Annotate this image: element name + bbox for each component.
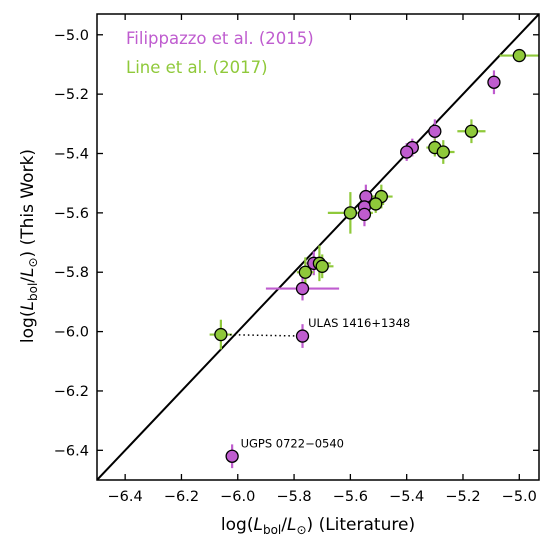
x-tick-label-1: −6.2 — [164, 489, 199, 505]
x-tick-label-0: −6.4 — [108, 489, 143, 505]
x-tick-label-5: −5.4 — [389, 489, 424, 505]
one-to-one-line — [97, 14, 539, 480]
data-point-s1-p8 — [315, 259, 329, 273]
data-point-s1-p5 — [369, 197, 383, 211]
y-tick-label-6: −5.2 — [54, 87, 89, 103]
x-tick-label-4: −5.6 — [333, 489, 368, 505]
data-point-s0-p1 — [428, 124, 442, 138]
data-point-s1-p3 — [436, 145, 450, 159]
x-tick-label-6: −5.2 — [445, 489, 480, 505]
x-tick-label-2: −6.0 — [220, 489, 255, 505]
data-point-s1-p10 — [214, 327, 228, 342]
y-tick-label-1: −6.2 — [54, 384, 89, 400]
data-point-s0-p8 — [295, 281, 310, 296]
data-point-s0-p0 — [487, 75, 501, 89]
data-point-s0-p6 — [357, 207, 372, 222]
data-point-s0-p3 — [400, 145, 414, 159]
data-point-s1-p1 — [464, 124, 479, 138]
data-point-s1-p0 — [512, 48, 526, 63]
annotation-label-0: ULAS 1416+1348 — [308, 316, 410, 330]
y-tick-label-5: −5.4 — [54, 147, 89, 163]
chart-marks: ULAS 1416+1348 UGPS 0722−0540 — [97, 14, 539, 480]
y-axis-label: log(Lbol/L⊙) (This Work) — [18, 149, 40, 343]
y-tick-label-2: −6.0 — [54, 325, 89, 341]
axis-ticks: −6.4 −6.2 −6.0 −5.8 −5.6 −5.4 −5.2 −5.0 −6.4 −6.2… — [54, 14, 539, 505]
x-tick-label-7: −5.0 — [502, 489, 537, 505]
annotation-label-1: UGPS 0722−0540 — [241, 436, 344, 450]
data-point-s1-p9 — [298, 265, 312, 279]
y-tick-label-0: −6.4 — [54, 443, 89, 459]
y-tick-label-4: −5.6 — [54, 206, 89, 222]
plot-frame — [96, 13, 540, 481]
data-point-s1-p6 — [343, 206, 358, 220]
x-tick-label-3: −5.8 — [276, 489, 311, 505]
data-point-s0-p9 — [295, 329, 310, 343]
legend-line: Line et al. (2017) — [126, 58, 268, 77]
y-tick-label-7: −5.0 — [54, 28, 89, 44]
y-tick-label-3: −5.8 — [54, 265, 89, 281]
connector-line-0 — [220, 333, 303, 337]
x-axis-label: log(Lbol/L⊙) (Literature) — [221, 515, 415, 537]
legend-filippazzo: Filippazzo et al. (2015) — [126, 29, 314, 48]
data-point-s0-p10 — [225, 449, 239, 463]
